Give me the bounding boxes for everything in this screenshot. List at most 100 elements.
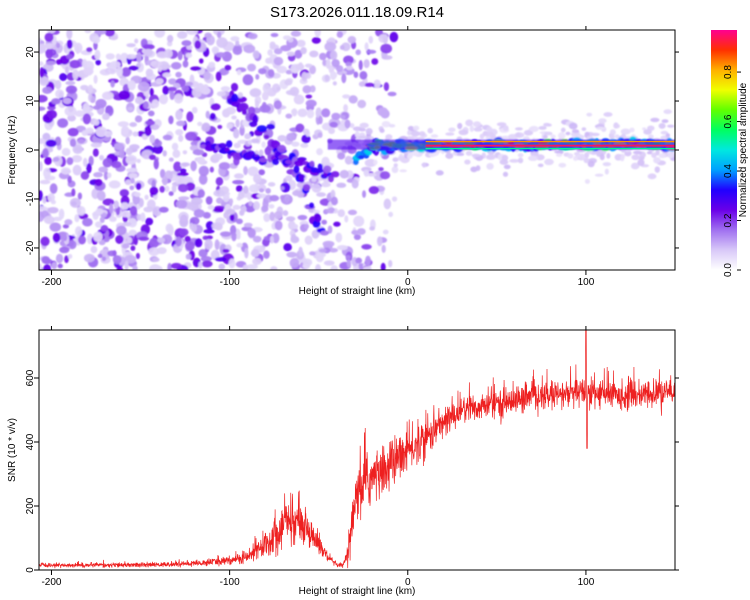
spectrogram-cell	[280, 45, 292, 52]
spectrogram-cell	[213, 189, 226, 197]
spectrogram-cell	[365, 49, 377, 54]
spectrogram-cell	[214, 222, 223, 231]
spectrogram-cell	[39, 138, 46, 144]
spectrogram-cell	[64, 219, 73, 226]
colorbar-label: Normalized spectral amplitude	[738, 82, 749, 217]
spectrogram-cell	[232, 204, 241, 210]
spectrogram-cell	[479, 133, 485, 140]
spectrogram-cell	[80, 171, 90, 180]
spectrogram-cell	[192, 149, 205, 156]
spectrogram-cell	[82, 157, 88, 168]
spectrogram-cell	[261, 91, 269, 101]
spectrogram-cell	[517, 153, 524, 158]
spectrogram-cell	[316, 192, 327, 197]
spectrogram-cell	[290, 233, 297, 243]
spectrogram-cell	[76, 205, 86, 216]
spectrogram-cell	[330, 171, 340, 178]
spectrogram-cell	[276, 86, 281, 91]
spectrogram-cell	[143, 48, 154, 57]
spectrogram-cell	[355, 49, 361, 56]
spectrogram-cell	[126, 167, 138, 173]
spectrogram-cell	[201, 122, 211, 132]
spectrogram-cell	[283, 243, 292, 252]
spectrogram-cell	[117, 121, 129, 128]
spectrogram-cell	[328, 247, 339, 253]
spectrogram-cell	[391, 196, 398, 202]
spectrogram-cell	[47, 193, 55, 202]
spectrogram-cell	[92, 35, 101, 44]
spectrogram-cell	[142, 101, 149, 110]
chart-title: S173.2026.011.18.09.R14	[270, 4, 444, 21]
spectrogram-cell	[247, 106, 256, 115]
spectrogram-cell	[151, 99, 160, 109]
spectrogram-cell	[339, 169, 349, 179]
spectrogram-cell	[181, 162, 190, 167]
spectrogram-cell	[490, 134, 497, 140]
spectrogram-cell	[170, 262, 182, 269]
spectrogram-cell	[162, 150, 167, 157]
spectrogram-cell	[523, 129, 534, 136]
spectrogram-cell	[196, 82, 204, 92]
spectrogram-cell	[155, 78, 164, 85]
spectrogram-cell	[45, 60, 57, 66]
spectrogram-cell	[168, 115, 174, 125]
spectrogram-cell	[646, 151, 653, 155]
spectrogram-cell	[164, 185, 170, 192]
spectrogram-cell	[113, 200, 120, 209]
spectrogram-cell	[158, 206, 169, 213]
spectrogram-cell	[228, 198, 234, 205]
spectrogram-cell	[108, 216, 117, 222]
spectrogram-cell	[244, 247, 249, 259]
spectrogram-cell	[573, 156, 578, 161]
spectrogram-cell	[190, 197, 203, 205]
spectrogram-cell	[229, 213, 235, 222]
spectrogram-cell	[171, 184, 177, 193]
spectrogram-cell	[136, 52, 142, 63]
spectrogram-cell	[265, 57, 273, 64]
spectrogram-cell	[383, 198, 392, 210]
spectrogram-cell	[148, 247, 160, 256]
spectrogram-cell	[144, 194, 149, 200]
spectrogram-cell	[212, 153, 223, 160]
spectrogram-cell	[72, 164, 82, 176]
spectrogram-cell	[177, 50, 183, 61]
spectrogram-cell	[185, 131, 197, 141]
spectrogram-cell	[273, 56, 284, 66]
spectrogram-cell	[291, 141, 300, 147]
spectrogram-cell	[445, 132, 455, 136]
spectrogram-cell	[120, 202, 129, 210]
spectrogram-cell	[40, 236, 50, 247]
spectrogram-cell	[84, 30, 92, 34]
spectrogram-cell	[361, 166, 372, 172]
spectrogram-cell	[247, 166, 259, 177]
spectrogram-cell	[581, 127, 587, 131]
spectrogram-cell	[353, 234, 362, 241]
spectrogram-cell	[57, 118, 69, 128]
spectrogram-y-tick-label: -10	[25, 191, 36, 206]
spectrogram-cell	[222, 248, 230, 253]
spectrogram-cell	[157, 237, 166, 243]
spectrogram-cell	[129, 122, 137, 127]
spectrogram-cell	[336, 31, 344, 38]
spectrogram-cell	[162, 134, 173, 141]
spectrogram-cell	[603, 112, 613, 117]
spectrogram-cell	[173, 93, 184, 104]
snr-x-label: Height of straight line (km)	[299, 586, 416, 597]
spectrogram-x-tick-label: 100	[578, 277, 595, 288]
spectrogram-cell	[39, 94, 48, 103]
spectrogram-cell	[392, 157, 399, 162]
spectrogram-cell	[82, 217, 93, 227]
spectrogram-cell	[53, 156, 60, 162]
spectrogram-cell	[393, 163, 398, 168]
spectrogram-cell	[291, 108, 298, 117]
spectrogram-cell	[368, 35, 374, 44]
spectrogram-cell	[111, 161, 122, 169]
spectrogram-cell	[324, 74, 330, 82]
spectrogram-cell	[201, 260, 213, 268]
spectrogram-cell	[353, 71, 359, 79]
spectrogram-cell	[309, 65, 316, 75]
spectrogram-cell	[341, 73, 347, 84]
spectrogram-cell	[246, 264, 258, 270]
spectrogram-cell	[578, 153, 586, 161]
spectrogram-cell	[252, 201, 261, 211]
